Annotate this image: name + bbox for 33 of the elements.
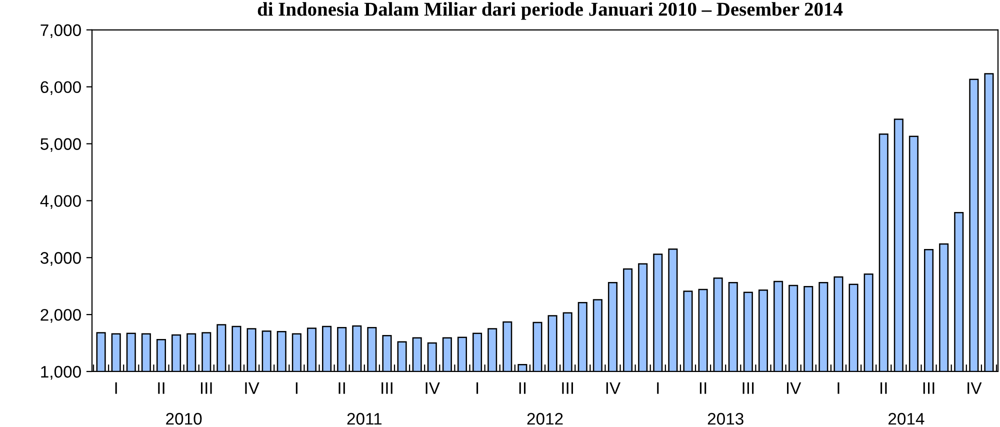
x-tick-label: III xyxy=(923,382,934,394)
text: 2011 xyxy=(347,412,382,425)
x-tick-label: I xyxy=(476,382,478,394)
x-tick-label: II xyxy=(158,382,164,394)
x-tick-label: I xyxy=(115,382,117,394)
x-tick-label: IV xyxy=(968,382,982,394)
y-tick-label: 3,000 xyxy=(40,252,81,266)
x-tick-label: II xyxy=(338,382,345,394)
x-tick-label: III xyxy=(562,382,573,394)
y-tick-label: 7,000 xyxy=(40,24,81,38)
x-tick-label: II xyxy=(700,382,706,394)
x-tick-label: III xyxy=(200,382,212,394)
y-tick-label: 2,000 xyxy=(40,308,81,323)
x-tick-label: III xyxy=(742,382,754,394)
x-tick-label: II xyxy=(519,382,526,394)
x-tick-label: III xyxy=(382,382,392,394)
x-tick-label: I xyxy=(296,382,298,394)
x-tick-label: IV xyxy=(426,382,440,394)
y-tick-label: 5,000 xyxy=(40,138,81,152)
text: 2010 xyxy=(166,412,202,425)
text: 2012 xyxy=(527,412,563,425)
x-tick-label: II xyxy=(880,382,887,394)
x-tick-label: I xyxy=(838,382,840,394)
chart-title: di Indonesia Dalam Miliar dari periode Januari 2010 – Desember 2014 xyxy=(258,2,843,20)
x-tick-label: IV xyxy=(786,382,802,394)
x-tick-label: IV xyxy=(245,382,260,394)
text: 2014 xyxy=(888,412,924,425)
text: 2013 xyxy=(708,412,744,425)
y-tick-label: 4,000 xyxy=(40,195,81,209)
x-tick-label: IV xyxy=(606,382,621,394)
x-tick-label: I xyxy=(657,382,659,394)
y-tick-label: 1,000 xyxy=(41,366,81,380)
y-tick-label: 6,000 xyxy=(40,81,81,95)
